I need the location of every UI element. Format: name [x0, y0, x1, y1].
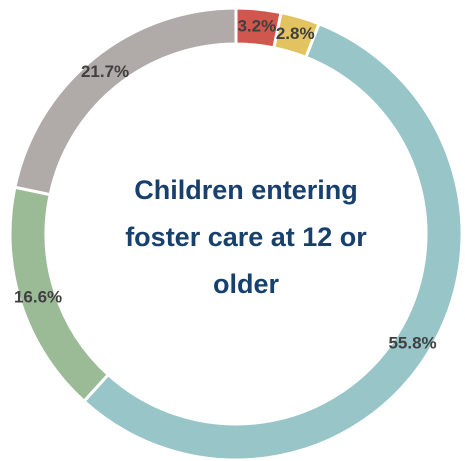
donut-segment — [13, 6, 238, 197]
data-label: 16.6% — [14, 287, 62, 306]
data-label: 55.8% — [388, 333, 436, 352]
donut-segment — [81, 21, 464, 461]
data-label: 2.8% — [276, 24, 315, 43]
data-label: 3.2% — [237, 17, 276, 36]
chart-title: Children entering foster care at 12 or o… — [125, 175, 367, 299]
data-label: 21.7% — [81, 62, 129, 81]
